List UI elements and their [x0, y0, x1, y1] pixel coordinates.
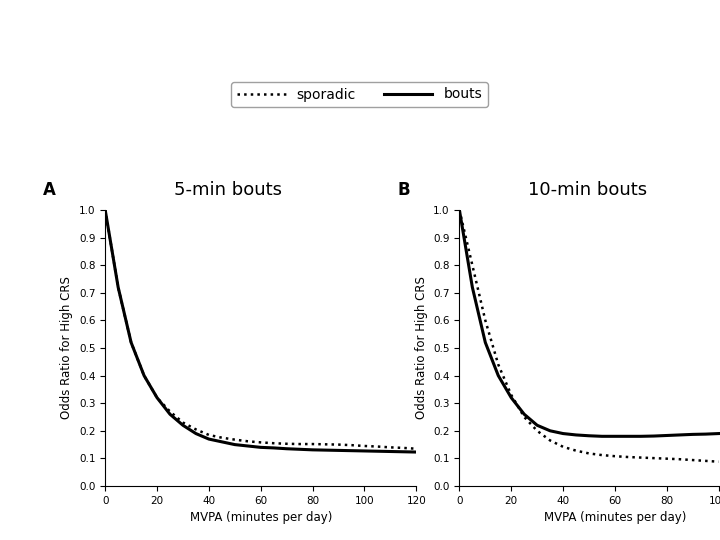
Text: A: A [43, 181, 56, 199]
Legend: sporadic, bouts: sporadic, bouts [231, 82, 487, 107]
Text: 5-min bouts: 5-min bouts [174, 181, 282, 199]
X-axis label: MVPA (minutes per day): MVPA (minutes per day) [189, 511, 332, 524]
Text: Sporadic vs. Bouts of MVPA: Sporadic vs. Bouts of MVPA [47, 21, 564, 54]
Y-axis label: Odds Ratio for High CRS: Odds Ratio for High CRS [415, 276, 428, 420]
X-axis label: MVPA (minutes per day): MVPA (minutes per day) [544, 511, 686, 524]
Text: B: B [397, 181, 410, 199]
Y-axis label: Odds Ratio for High CRS: Odds Ratio for High CRS [60, 276, 73, 420]
Text: 10-min bouts: 10-min bouts [528, 181, 647, 199]
